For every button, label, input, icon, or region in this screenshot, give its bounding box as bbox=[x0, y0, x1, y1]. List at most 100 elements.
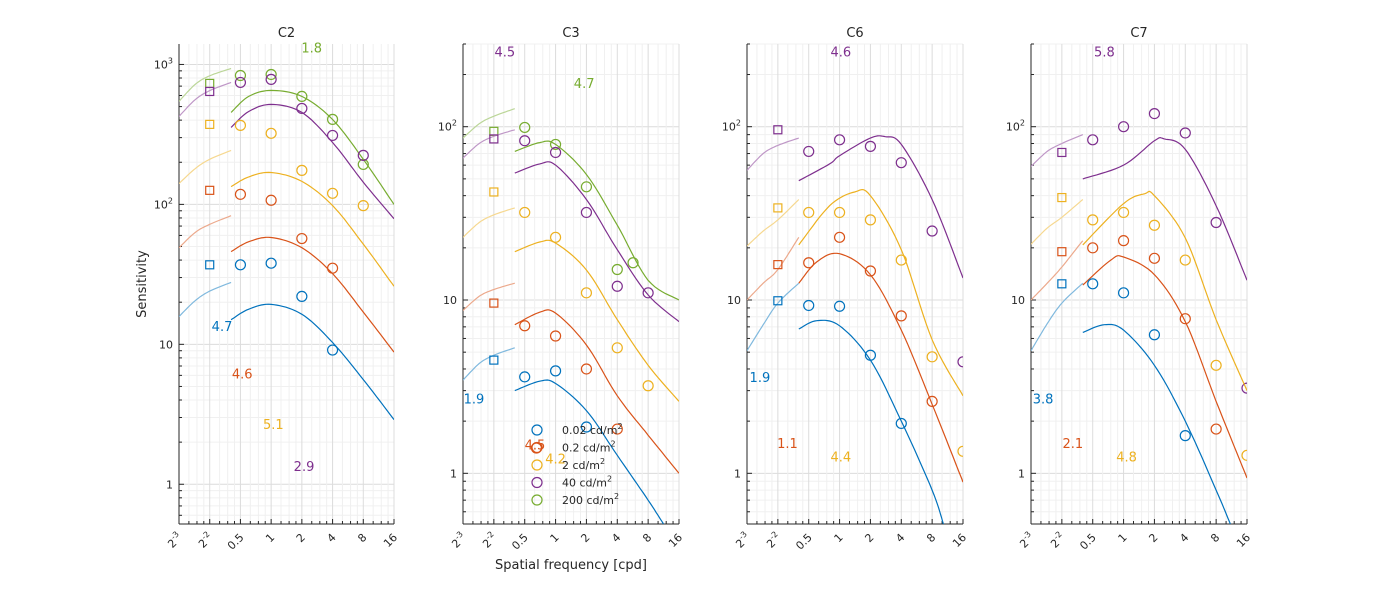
circle-marker bbox=[1117, 121, 1130, 133]
circle-marker bbox=[234, 188, 247, 200]
panel-title: C2 bbox=[278, 26, 295, 41]
model-fit-line bbox=[798, 135, 963, 279]
circle-marker bbox=[519, 121, 531, 134]
y-axis-label: Sensitivity bbox=[135, 250, 150, 318]
square-marker bbox=[489, 298, 499, 308]
circle-marker bbox=[1179, 127, 1191, 139]
grid bbox=[178, 44, 395, 524]
circle-marker bbox=[519, 371, 531, 383]
panels: 2-32-2 0.5 1 2 4 8 16110102103C21.84.74.65.12.… bbox=[154, 26, 1253, 552]
square-marker bbox=[205, 119, 215, 129]
model-extension-line bbox=[463, 108, 515, 139]
panel-c3: 2-32-2 0.5 1 2 4 8 16110102C34.54.71.94.54.20.… bbox=[438, 26, 685, 552]
series-group bbox=[179, 67, 394, 420]
square-marker bbox=[205, 260, 215, 270]
square-marker bbox=[489, 355, 499, 365]
circle-marker bbox=[580, 363, 593, 375]
y-tick-label: 10 bbox=[1011, 294, 1025, 307]
circle-marker bbox=[926, 225, 938, 237]
square-marker bbox=[1057, 192, 1067, 203]
circle-marker bbox=[642, 287, 654, 299]
model-extension-line bbox=[463, 347, 515, 381]
circle-marker bbox=[864, 140, 877, 152]
x-tick-label: 0.5 bbox=[793, 531, 815, 553]
circle-marker bbox=[1148, 219, 1161, 231]
circle-marker bbox=[803, 299, 815, 312]
model-extension-line bbox=[1031, 134, 1084, 167]
annotation-label: 1.9 bbox=[464, 393, 485, 408]
x-tick-label: 2-3 bbox=[732, 530, 753, 551]
panel-c2: 2-3 2-2 0.5 1 2 4 8 16 1 10 102 103 C2 1.8 4.7 4.6 5.1 2.… bbox=[154, 26, 400, 552]
grid bbox=[1030, 43, 1248, 524]
circle-marker bbox=[580, 421, 593, 433]
series-2 bbox=[463, 187, 679, 402]
model-fit-line bbox=[1082, 255, 1247, 479]
series-2 bbox=[179, 119, 394, 287]
x-tick-label: 16 bbox=[381, 531, 400, 550]
model-fit-line bbox=[1082, 323, 1231, 524]
model-extension-line bbox=[463, 207, 515, 238]
series-0p02 bbox=[1031, 278, 1231, 524]
model-fit-line bbox=[514, 161, 679, 323]
panel-c6: 2-3 2-2 0.5 1 2 4 8 16 1 10 102 C6 4.6 1.9 1.1 4.4 bbox=[722, 26, 969, 552]
series-0p2 bbox=[747, 231, 963, 483]
circle-marker bbox=[265, 68, 277, 81]
annotation-label: 4.2 bbox=[545, 452, 566, 467]
annotation-label: 1.8 bbox=[301, 42, 322, 57]
x-tick-label: 4 bbox=[325, 531, 339, 545]
panel-c7: 2-3 2-2 0.5 1 2 4 8 16 1 10 102 C7 5.8 3.8 2.1 4.8 bbox=[1006, 26, 1253, 552]
model-fit-line bbox=[230, 303, 394, 420]
series-0p02 bbox=[463, 347, 665, 524]
circle-marker bbox=[519, 135, 531, 147]
annotation-label: 4.8 bbox=[1116, 451, 1137, 466]
y-tick-label: 1 bbox=[450, 467, 457, 480]
circle-marker bbox=[957, 356, 963, 368]
y-tick-label: 10 bbox=[159, 338, 173, 351]
annotation-label: 3.8 bbox=[1033, 393, 1054, 408]
circle-marker bbox=[326, 187, 339, 199]
circle-marker bbox=[926, 351, 938, 363]
y-tick-label: 102 bbox=[438, 119, 457, 134]
circle-marker bbox=[833, 206, 846, 219]
circle-marker bbox=[519, 320, 531, 332]
y-tick-label: 102 bbox=[1006, 119, 1025, 134]
square-marker bbox=[489, 134, 499, 144]
circle-marker bbox=[326, 113, 339, 125]
series-200 bbox=[179, 67, 394, 205]
x-tick-label: 8 bbox=[1208, 531, 1222, 545]
x-tick-label: 2 bbox=[294, 531, 308, 545]
circle-marker bbox=[611, 423, 623, 435]
circle-marker bbox=[1117, 287, 1130, 299]
annotation-label: 4.6 bbox=[831, 46, 852, 61]
circle-marker bbox=[1087, 214, 1099, 226]
circle-marker bbox=[580, 206, 593, 219]
x-tick-label: 8 bbox=[640, 531, 654, 545]
circle-marker bbox=[803, 145, 815, 158]
series-group bbox=[463, 108, 679, 524]
circle-marker bbox=[1210, 423, 1222, 435]
panel-title: C3 bbox=[562, 26, 579, 41]
x-tick-label: 2-2 bbox=[763, 530, 784, 551]
circle-marker bbox=[296, 102, 308, 115]
circle-marker bbox=[234, 259, 247, 271]
circle-marker bbox=[326, 344, 339, 356]
circle-marker bbox=[357, 149, 369, 161]
series-40 bbox=[747, 125, 963, 368]
series-40 bbox=[179, 73, 394, 220]
square-marker bbox=[773, 125, 783, 135]
annotation-label: 5.1 bbox=[263, 418, 284, 433]
circle-marker bbox=[296, 164, 308, 176]
model-fit-line bbox=[230, 236, 394, 353]
panel-title: C6 bbox=[846, 26, 863, 41]
series-2 bbox=[1031, 190, 1247, 461]
circle-marker bbox=[326, 262, 339, 274]
x-tick-label: 2-2 bbox=[1047, 530, 1068, 551]
circle-marker bbox=[265, 257, 277, 269]
legend: 0.02 cd/m2 0.2 cd/m2 2 cd/m2 40 cd/m2 200 cd… bbox=[531, 422, 623, 507]
x-axis-label: Spatial frequency [cpd] bbox=[495, 558, 647, 573]
x-tick-label: 2 bbox=[862, 531, 876, 545]
model-extension-line bbox=[179, 281, 232, 317]
circle-marker bbox=[265, 73, 277, 85]
series-0p02 bbox=[179, 257, 394, 420]
